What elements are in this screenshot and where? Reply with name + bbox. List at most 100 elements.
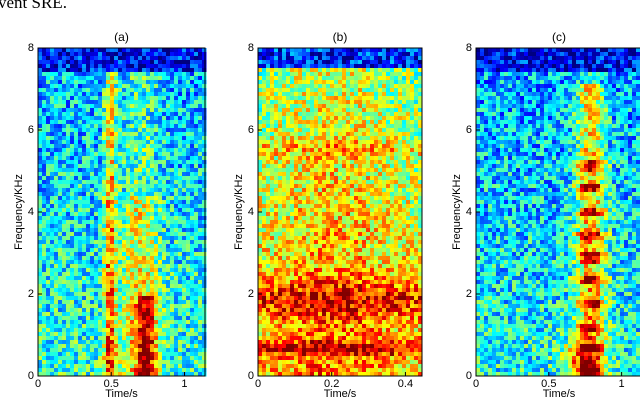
spectrogram-cell: [134, 108, 139, 113]
spectrogram-cell: [74, 220, 79, 225]
spectrogram-cell: [134, 52, 139, 57]
spectrogram-cell: [142, 104, 147, 109]
spectrogram-cell: [158, 192, 163, 197]
spectrogram-cell: [46, 308, 51, 313]
spectrogram-cell: [362, 128, 367, 133]
spectrogram-cell: [278, 192, 283, 197]
spectrogram-cell: [38, 304, 43, 309]
spectrogram-cell: [82, 240, 87, 245]
spectrogram-cell: [74, 72, 79, 77]
spectrogram-cell: [66, 256, 71, 261]
spectrogram-cell: [202, 356, 207, 361]
spectrogram-cell: [78, 128, 83, 133]
spectrogram-cell: [126, 112, 131, 117]
spectrogram-cell: [70, 368, 75, 373]
spectrogram-cell: [194, 116, 199, 121]
spectrogram-cell: [382, 172, 387, 177]
spectrogram-cell: [42, 148, 47, 153]
spectrogram-cell: [102, 96, 107, 101]
spectrogram-cell: [334, 164, 339, 169]
spectrogram-cell: [362, 168, 367, 173]
spectrogram-cell: [314, 144, 319, 149]
spectrogram-cell: [162, 344, 167, 349]
spectrogram-cell: [174, 324, 179, 329]
spectrogram-cell: [338, 164, 343, 169]
spectrogram-cell: [366, 72, 371, 77]
spectrogram-cell: [150, 100, 155, 105]
spectrogram-cell: [302, 84, 307, 89]
spectrogram-cell: [158, 112, 163, 117]
spectrogram-cell: [414, 84, 419, 89]
spectrogram-cell: [50, 312, 55, 317]
spectrogram-cell: [50, 116, 55, 121]
spectrogram-cell: [202, 364, 207, 369]
spectrogram-cell: [278, 100, 283, 105]
spectrogram-cell: [194, 272, 199, 277]
spectrogram-cell: [414, 140, 419, 145]
spectrogram-cell: [394, 88, 399, 93]
spectrogram-cell: [126, 160, 131, 165]
spectrogram-cell: [154, 120, 159, 125]
spectrogram-cell: [78, 104, 83, 109]
spectrogram-cell: [102, 296, 107, 301]
spectrogram-cell: [178, 188, 183, 193]
spectrogram-cell: [154, 336, 159, 341]
spectrogram-cell: [142, 160, 147, 165]
spectrogram-cell: [134, 268, 139, 273]
spectrogram-cell: [66, 248, 71, 253]
spectrogram-cell: [190, 320, 195, 325]
spectrogram-cell: [354, 56, 359, 61]
spectrogram-cell: [374, 104, 379, 109]
spectrogram-cell: [138, 80, 143, 85]
spectrogram-cell: [150, 48, 155, 53]
spectrogram-cell: [90, 332, 95, 337]
spectrogram-cell: [386, 104, 391, 109]
spectrogram-cell: [374, 168, 379, 173]
spectrogram-cell: [82, 348, 87, 353]
spectrogram-cell: [402, 96, 407, 101]
spectrogram-cell: [154, 160, 159, 165]
spectrogram-cell: [278, 184, 283, 189]
spectrogram-cell: [82, 188, 87, 193]
spectrogram-cell: [414, 164, 419, 169]
spectrogram-cell: [122, 244, 127, 249]
spectrogram-cell: [314, 192, 319, 197]
spectrogram-cell: [306, 72, 311, 77]
spectrogram-cell: [98, 200, 103, 205]
spectrogram-cell: [186, 268, 191, 273]
spectrogram-cell: [62, 140, 67, 145]
spectrogram-cell: [298, 172, 303, 177]
spectrogram-cell: [102, 156, 107, 161]
spectrogram-cell: [66, 356, 71, 361]
spectrogram-cell: [198, 328, 203, 333]
spectrogram-cell: [310, 64, 315, 69]
spectrogram-cell: [114, 368, 119, 373]
spectrogram-cell: [274, 140, 279, 145]
spectrogram-cell: [342, 184, 347, 189]
spectrogram-cell: [98, 184, 103, 189]
spectrogram-cell: [90, 80, 95, 85]
spectrogram-cell: [118, 248, 123, 253]
spectrogram-cell: [346, 64, 351, 69]
spectrogram-cell: [58, 240, 63, 245]
spectrogram-cell: [82, 92, 87, 97]
spectrogram-cell: [58, 88, 63, 93]
spectrogram-cell: [386, 184, 391, 189]
spectrogram-cell: [278, 136, 283, 141]
spectrogram-cell: [150, 188, 155, 193]
spectrogram-cell: [54, 212, 59, 217]
spectrogram-cell: [130, 312, 135, 317]
spectrogram-cell: [170, 112, 175, 117]
spectrogram-cell: [258, 148, 263, 153]
spectrogram-cell: [346, 132, 351, 137]
spectrogram-cell: [186, 200, 191, 205]
spectrogram-cell: [198, 208, 203, 213]
spectrogram-cell: [54, 308, 59, 313]
spectrogram-cell: [398, 104, 403, 109]
spectrogram-cell: [146, 344, 151, 349]
spectrogram-cell: [162, 280, 167, 285]
spectrogram-cell: [138, 256, 143, 261]
spectrogram-cell: [202, 308, 207, 313]
spectrogram-cell: [342, 108, 347, 113]
spectrogram-cell: [150, 224, 155, 229]
